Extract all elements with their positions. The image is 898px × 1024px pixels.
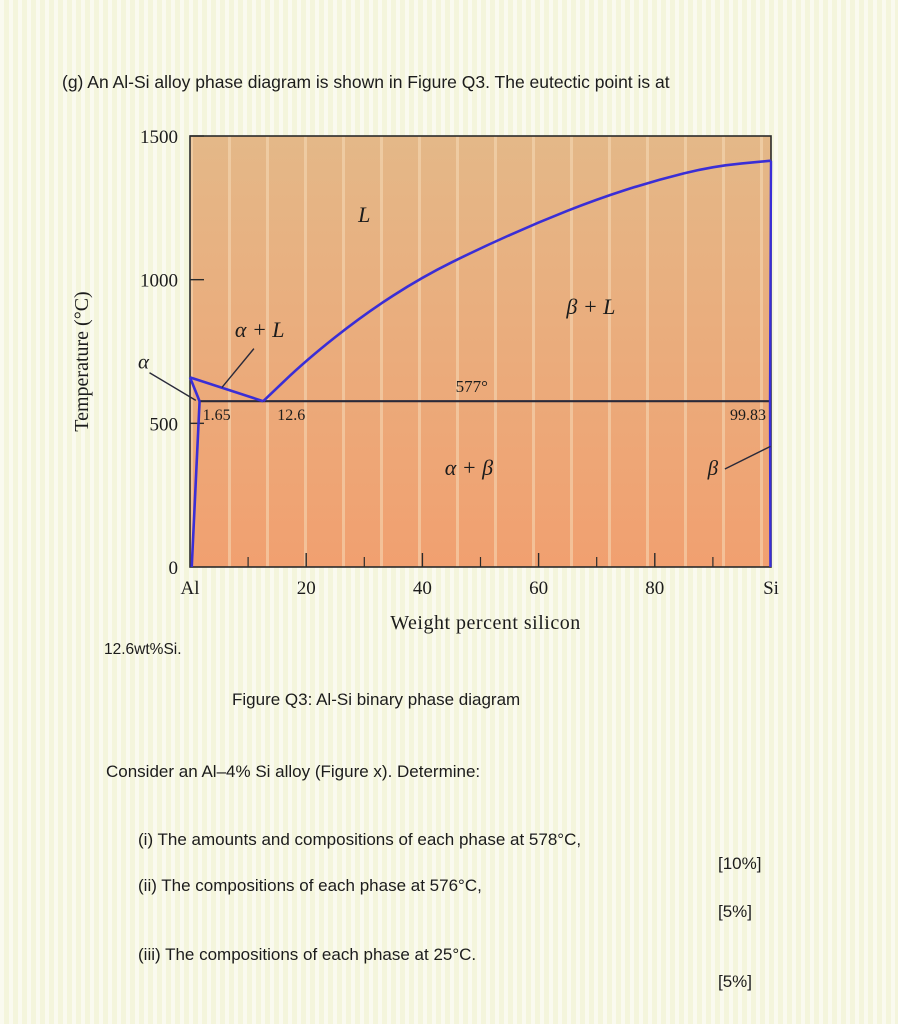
y-axis-label: Temperature (°C): [71, 291, 93, 431]
y-tick-label: 1000: [140, 271, 178, 292]
x-axis-label: Weight percent silicon: [390, 612, 580, 634]
eutectic-composition-text: 12.6wt%Si.: [104, 641, 182, 658]
eutectic-temp-label: 577°: [456, 377, 488, 396]
callout-label: α: [138, 350, 150, 374]
x-tick-label: 20: [297, 578, 316, 599]
diagram-labels: 0 500 1000 1500 Al 20 40 60 80 Si Weight percent s…: [71, 127, 779, 634]
alpha-l-leader: [221, 348, 255, 388]
x-tick-label: Al: [181, 578, 200, 599]
y-tick-label: 500: [150, 414, 179, 435]
composition-label: 1.65: [203, 407, 231, 424]
part-i-marks: [10%]: [718, 854, 762, 873]
part-ii-marks: [5%]: [718, 902, 753, 921]
solvus-alpha-line: [190, 401, 201, 568]
phase-region-label: β + L: [565, 294, 615, 319]
phase-boundaries: [188, 159, 773, 568]
figure-caption: Figure Q3: Al-Si binary phase diagram: [232, 690, 521, 709]
question-intro: (g) An Al-Si alloy phase diagram is show…: [62, 72, 670, 92]
composition-label: 99.83: [730, 407, 766, 424]
phase-region-label: α + L: [235, 317, 285, 342]
plot-stripes: [190, 136, 771, 567]
part-i: (i) The amounts and compositions of each…: [138, 830, 582, 849]
x-tick-label: 80: [645, 578, 664, 599]
liquidus-right-curve: [262, 159, 772, 403]
callout-leader: [724, 445, 771, 470]
phase-region-label: L: [357, 202, 370, 227]
y-tick-label: 1500: [140, 127, 178, 148]
callout-label: β: [707, 456, 719, 480]
part-ii: (ii) The compositions of each phase at 5…: [138, 876, 482, 895]
part-iii-marks: [5%]: [718, 972, 753, 991]
phase-region-label: α + β: [445, 455, 493, 480]
x-tick-label: 40: [413, 578, 432, 599]
consider-text: Consider an Al–4% Si alloy (Figure x). D…: [106, 762, 481, 781]
beta-boundary-line: [768, 160, 773, 568]
x-tick-label: Si: [763, 578, 779, 599]
y-tick-label: 0: [169, 558, 179, 579]
part-iii: (iii) The compositions of each phase at …: [138, 945, 477, 964]
x-tick-label: 60: [529, 578, 548, 599]
solidus-alpha-line: [188, 376, 201, 402]
composition-label: 12.6: [277, 407, 305, 424]
callout-leader: [149, 372, 197, 401]
liquidus-left-line: [189, 376, 264, 403]
